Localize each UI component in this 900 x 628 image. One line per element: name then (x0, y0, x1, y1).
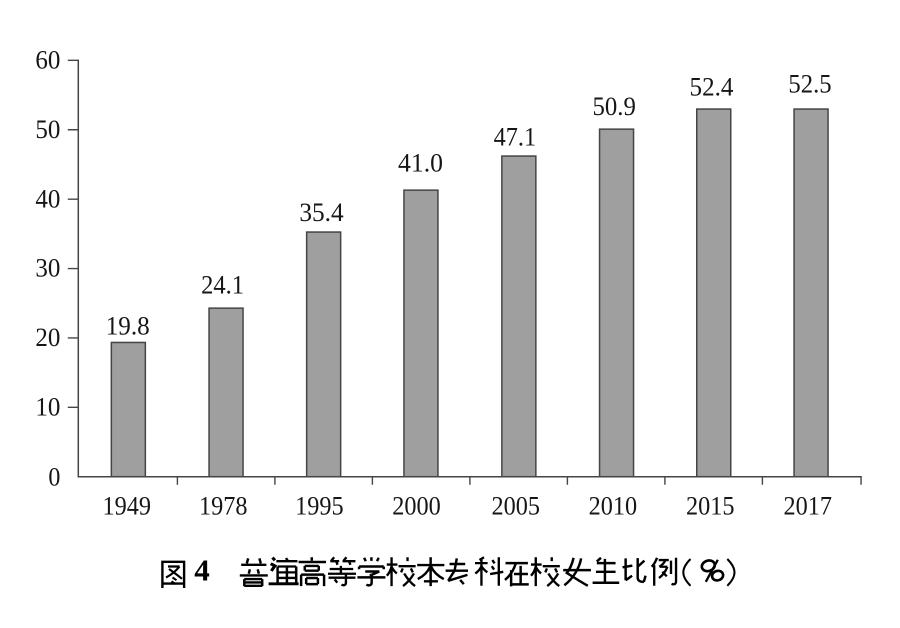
svg-text:2005: 2005 (492, 491, 541, 520)
svg-text:60: 60 (35, 46, 60, 75)
svg-text:50: 50 (35, 115, 60, 144)
svg-text:2015: 2015 (686, 491, 735, 520)
svg-text:41.0: 41.0 (398, 149, 443, 178)
svg-text:40: 40 (35, 184, 60, 213)
svg-text:20: 20 (35, 323, 60, 352)
svg-text:10: 10 (35, 393, 60, 422)
svg-text:2000: 2000 (392, 491, 441, 520)
svg-text:1978: 1978 (199, 491, 248, 520)
svg-text:2010: 2010 (589, 491, 638, 520)
svg-text:19.8: 19.8 (106, 311, 150, 340)
svg-text:0: 0 (48, 462, 60, 491)
svg-text:24.1: 24.1 (201, 271, 244, 300)
svg-text:47.1: 47.1 (494, 123, 537, 152)
svg-text:50.9: 50.9 (593, 92, 636, 121)
svg-text:4: 4 (194, 553, 210, 588)
svg-text:52.5: 52.5 (788, 69, 831, 98)
svg-text:1995: 1995 (295, 491, 344, 520)
svg-text:30: 30 (35, 254, 60, 283)
svg-text:1949: 1949 (102, 491, 151, 520)
svg-text:35.4: 35.4 (299, 198, 343, 227)
svg-text:2017: 2017 (783, 491, 832, 520)
svg-text:52.4: 52.4 (690, 73, 734, 102)
